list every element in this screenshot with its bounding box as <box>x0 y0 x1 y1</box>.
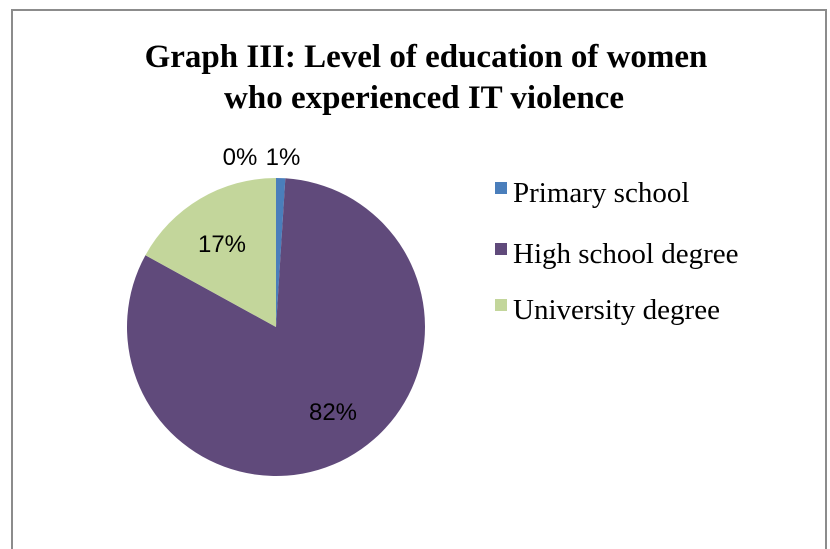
chart-title-line-1: Graph III: Level of education of women <box>145 39 708 75</box>
chart-title-line-2: who experienced IT violence <box>224 80 624 116</box>
legend-label-high-school-degree: High school degree <box>513 238 739 270</box>
slice-label-primary-school: 1% <box>266 144 301 171</box>
legend-label-primary-school: Primary school <box>513 177 689 209</box>
slice-label-zero: 0% <box>223 144 258 171</box>
legend: Primary school High school degree Univer… <box>495 177 739 326</box>
legend-swatch-university-degree <box>495 299 507 311</box>
pie-slice-high-school-degree <box>127 178 426 477</box>
pie-slice-primary-school <box>276 178 286 327</box>
pie-chart: Graph III: Level of education of women w… <box>127 39 739 477</box>
slice-label-university-degree: 17% <box>198 231 246 258</box>
legend-swatch-high-school-degree <box>495 243 507 255</box>
slice-label-high-school-degree: 82% <box>309 399 357 426</box>
pie-slice-university-degree <box>145 178 276 327</box>
legend-swatch-primary-school <box>495 182 507 194</box>
pie-slices <box>127 178 426 477</box>
legend-label-university-degree: University degree <box>513 294 720 326</box>
